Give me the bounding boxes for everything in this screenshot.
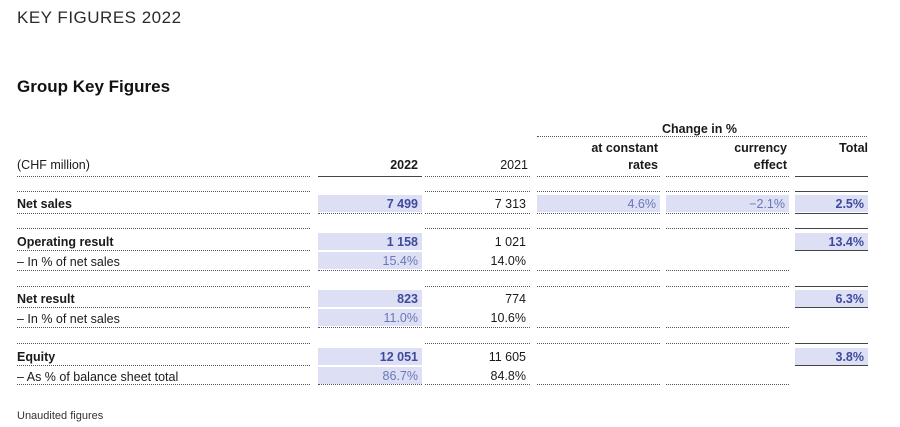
row-divider: [17, 307, 310, 308]
col-header-currency-line2: effect: [753, 158, 787, 172]
row-divider: [425, 343, 530, 344]
row-divider: [17, 384, 310, 385]
header-underline-2021: [425, 176, 530, 177]
value-2022: 15.4%: [318, 252, 422, 269]
row-divider: [537, 343, 660, 344]
row-divider: [666, 286, 789, 287]
row-divider: [17, 327, 310, 328]
row-divider: [666, 213, 789, 214]
row-divider: [17, 270, 310, 271]
row-divider: [537, 270, 660, 271]
section-title: Group Key Figures: [17, 77, 171, 96]
value-2022: 12 051: [318, 348, 422, 365]
row-divider: [795, 191, 868, 192]
page-header: KEY FIGURES 2022: [17, 8, 182, 27]
header-underline-total: [795, 176, 868, 177]
row-divider: [17, 286, 310, 287]
value-total: 3.8%: [795, 348, 868, 365]
row-label: Equity: [17, 350, 56, 364]
row-divider: [318, 213, 422, 214]
value-2021: 7 313: [494, 197, 526, 211]
row-divider: [537, 228, 660, 229]
row-label: – As % of balance sheet total: [17, 370, 179, 384]
row-divider: [537, 286, 660, 287]
col-header-2021: 2021: [500, 158, 528, 172]
value-2021: 774: [505, 292, 526, 306]
row-divider: [795, 228, 868, 229]
row-divider: [318, 327, 422, 328]
row-divider: [425, 213, 530, 214]
value-2022: 7 499: [318, 195, 422, 212]
row-divider: [425, 228, 530, 229]
row-divider: [795, 365, 868, 366]
row-divider: [17, 365, 310, 366]
value-2021: 14.0%: [490, 254, 526, 268]
row-divider: [425, 191, 530, 192]
row-divider: [318, 270, 422, 271]
header-underline-2022: [318, 176, 422, 177]
value-2022: 11.0%: [318, 309, 422, 326]
value-2022: 86.7%: [318, 367, 422, 384]
row-divider: [537, 327, 660, 328]
row-divider: [795, 343, 868, 344]
row-divider: [17, 213, 310, 214]
value-total: 13.4%: [795, 233, 868, 250]
col-header-2022: 2022: [390, 158, 418, 172]
row-divider: [425, 384, 530, 385]
col-header-constant-line2: rates: [628, 158, 658, 172]
row-divider: [666, 327, 789, 328]
value-2022: 1 158: [318, 233, 422, 250]
value-2021: 10.6%: [490, 311, 526, 325]
row-label: – In % of net sales: [17, 312, 120, 326]
value-total: 6.3%: [795, 290, 868, 307]
row-divider: [795, 286, 868, 287]
row-divider: [795, 213, 868, 214]
row-divider: [17, 343, 310, 344]
row-divider: [17, 250, 310, 251]
value-2021: 84.8%: [490, 369, 526, 383]
row-divider: [425, 270, 530, 271]
unit-label: (CHF million): [17, 158, 90, 172]
row-label: – In % of net sales: [17, 255, 120, 269]
row-divider: [666, 228, 789, 229]
row-divider: [666, 191, 789, 192]
row-divider: [795, 250, 868, 251]
row-label: Net sales: [17, 197, 72, 211]
col-header-total: Total: [839, 141, 868, 155]
value-2021: 11 605: [488, 350, 526, 364]
row-divider: [318, 384, 422, 385]
row-divider: [795, 307, 868, 308]
row-divider: [666, 270, 789, 271]
row-divider: [425, 286, 530, 287]
header-divider-change: [537, 136, 867, 137]
col-header-constant-line1: at constant: [591, 141, 658, 155]
row-divider: [537, 384, 660, 385]
value-currency-effect: −2.1%: [666, 195, 789, 212]
footnote: Unaudited figures: [17, 410, 104, 422]
row-divider: [17, 191, 310, 192]
row-divider: [666, 343, 789, 344]
row-divider: [17, 228, 310, 229]
header-underline-constant: [537, 176, 660, 177]
value-2021: 1 021: [494, 235, 526, 249]
row-label: Net result: [17, 292, 75, 306]
value-2022: 823: [318, 290, 422, 307]
value-constant-rates: 4.6%: [537, 195, 660, 212]
row-divider: [425, 327, 530, 328]
change-in-percent-header: Change in %: [662, 122, 738, 136]
col-header-currency-line1: currency: [734, 141, 787, 155]
header-underline-label: [17, 176, 310, 177]
row-divider: [537, 191, 660, 192]
value-total: 2.5%: [795, 195, 868, 212]
header-underline-currency: [666, 176, 789, 177]
row-divider: [537, 213, 660, 214]
row-divider: [666, 384, 789, 385]
row-label: Operating result: [17, 235, 114, 249]
